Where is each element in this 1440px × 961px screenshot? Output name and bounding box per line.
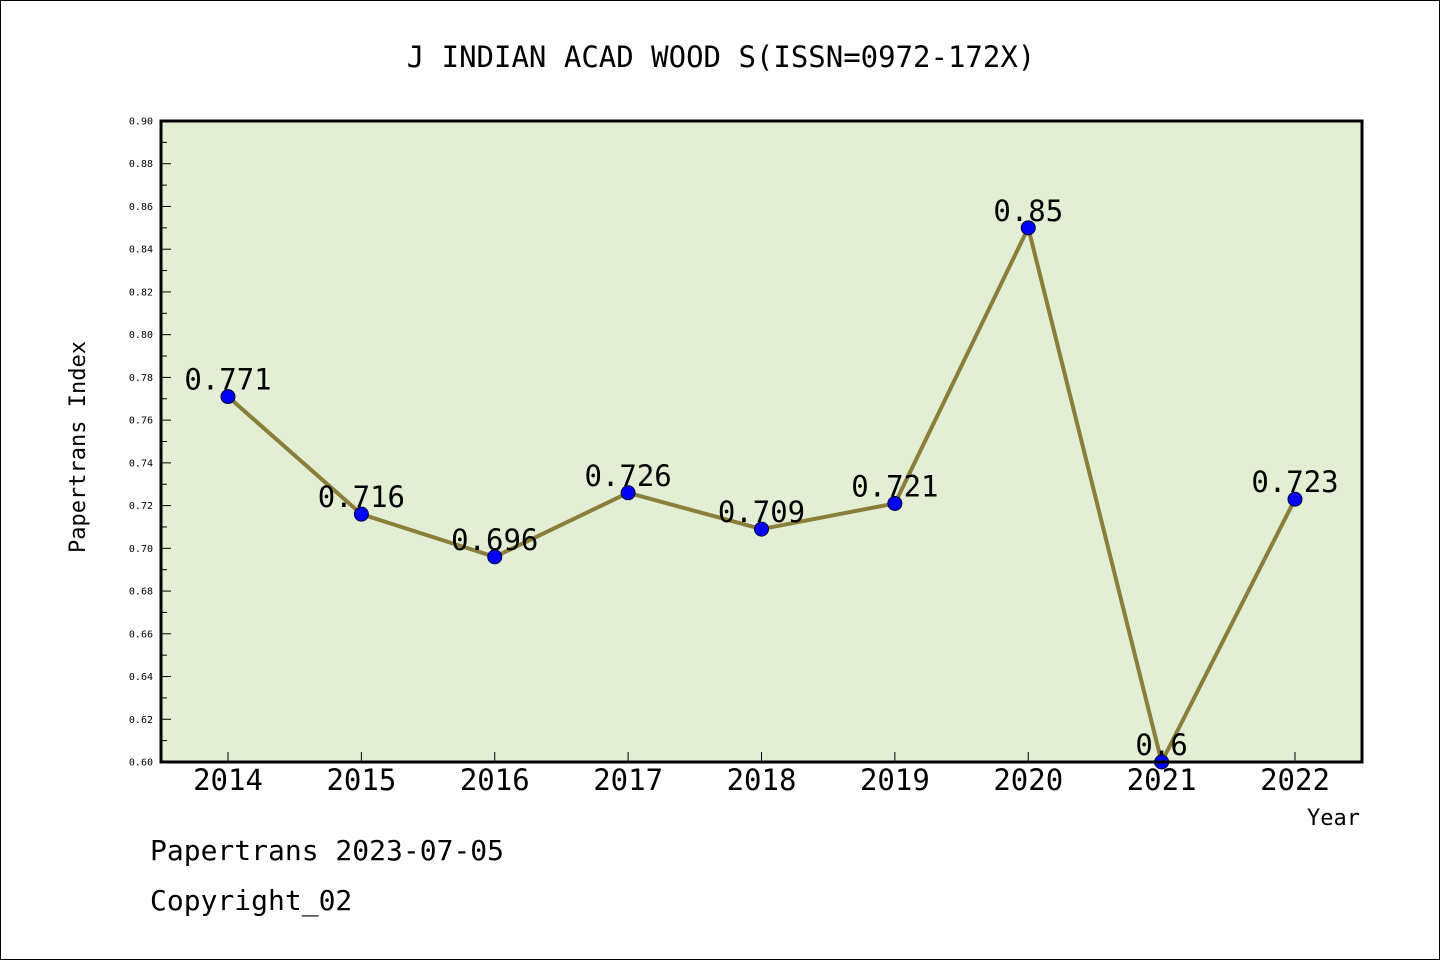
y-tick-label: 0.78 bbox=[129, 373, 153, 384]
data-label: 0.723 bbox=[1251, 465, 1338, 499]
data-label-layer: 0.771 0.716 0.696 0.726 0.709 0.721 0.85 0.6 0.7… bbox=[184, 194, 1338, 762]
x-tick-label: 2015 bbox=[326, 763, 396, 797]
y-axis-title: Papertrans Index bbox=[66, 341, 91, 553]
y-tick-label: 0.84 bbox=[129, 245, 153, 256]
data-label: 0.771 bbox=[184, 363, 271, 397]
x-tick-label: 2017 bbox=[593, 763, 663, 797]
y-tick-label: 0.82 bbox=[129, 287, 153, 298]
data-label: 0.696 bbox=[451, 523, 538, 557]
data-label: 0.6 bbox=[1135, 728, 1187, 762]
data-label: 0.85 bbox=[993, 194, 1063, 228]
y-tick-label: 0.72 bbox=[129, 501, 153, 512]
y-tick-label: 0.60 bbox=[129, 758, 153, 769]
y-tick-label: 0.68 bbox=[129, 587, 153, 598]
plot-border bbox=[159, 119, 1364, 764]
y-tick-label: 0.76 bbox=[129, 416, 153, 427]
data-point bbox=[1020, 220, 1036, 236]
y-tick-label: 0.66 bbox=[129, 629, 153, 640]
source-date-text: Papertrans 2023-07-05 bbox=[150, 834, 505, 867]
copyright-text: Copyright_02 bbox=[150, 884, 353, 917]
y-tick-label: 0.86 bbox=[129, 202, 153, 213]
y-tick-label: 0.62 bbox=[129, 715, 153, 726]
data-label: 0.721 bbox=[851, 469, 938, 503]
x-tick-label: 2020 bbox=[993, 763, 1063, 797]
data-point bbox=[220, 389, 236, 405]
y-axis-ticks: 0.60 0.62 0.64 0.66 0.68 0.70 0.72 0.74 0.76 0.78… bbox=[129, 117, 171, 769]
data-point bbox=[620, 485, 636, 501]
x-axis-title: Year bbox=[1307, 806, 1360, 831]
data-point bbox=[887, 495, 903, 511]
x-tick-label: 2014 bbox=[193, 763, 263, 797]
y-tick-label: 0.74 bbox=[129, 458, 153, 469]
y-tick-label: 0.90 bbox=[129, 117, 153, 128]
y-tick-label: 0.64 bbox=[129, 672, 153, 683]
y-tick-label: 0.88 bbox=[129, 159, 153, 170]
x-axis-ticks: 2014 2015 2016 2017 2018 2019 2020 2021 2022 bbox=[193, 752, 1330, 797]
data-label: 0.716 bbox=[318, 480, 405, 514]
data-point bbox=[353, 506, 369, 522]
data-point bbox=[487, 549, 503, 565]
series-layer bbox=[220, 220, 1303, 770]
data-point bbox=[1287, 491, 1303, 507]
y-tick-label: 0.80 bbox=[129, 330, 153, 341]
data-point bbox=[754, 521, 769, 537]
y-tick-label: 0.70 bbox=[129, 544, 153, 555]
data-label: 0.709 bbox=[718, 495, 805, 529]
x-tick-label: 2016 bbox=[460, 763, 530, 797]
x-tick-label: 2019 bbox=[860, 763, 930, 797]
data-label: 0.726 bbox=[584, 459, 671, 493]
plot-area bbox=[161, 121, 1362, 762]
x-tick-label: 2022 bbox=[1260, 763, 1330, 797]
chart-title: J INDIAN ACAD WOOD S(ISSN=0972-172X) bbox=[407, 40, 1036, 74]
x-tick-label: 2018 bbox=[727, 763, 797, 797]
